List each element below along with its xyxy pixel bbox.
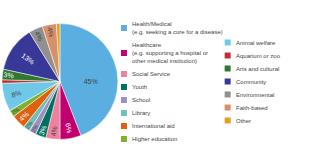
svg-text:Community: Community <box>236 79 266 85</box>
svg-text:2%: 2% <box>10 106 20 115</box>
svg-text:Animal welfare: Animal welfare <box>236 40 276 46</box>
svg-text:6%: 6% <box>64 123 73 134</box>
svg-text:Faith-based: Faith-based <box>236 105 268 111</box>
svg-text:45%: 45% <box>84 78 98 85</box>
svg-text:3%: 3% <box>3 71 14 79</box>
svg-text:Arts and cultural: Arts and cultural <box>236 66 279 72</box>
svg-text:13%: 13% <box>20 52 35 66</box>
svg-text:Health/Medical(e.g. seeking a: Health/Medical(e.g. seeking a cure for a… <box>132 21 223 35</box>
svg-text:Other: Other <box>236 118 251 124</box>
svg-text:4%: 4% <box>34 30 45 42</box>
svg-text:Aquarium or zoo: Aquarium or zoo <box>236 53 281 59</box>
svg-text:Library: Library <box>132 110 150 116</box>
svg-text:Higher education: Higher education <box>132 136 177 142</box>
svg-text:School: School <box>132 97 150 103</box>
svg-text:2%: 2% <box>30 124 39 134</box>
svg-text:Social Service: Social Service <box>132 71 171 77</box>
svg-text:4%: 4% <box>50 126 58 137</box>
svg-text:International aid: International aid <box>132 123 175 129</box>
svg-text:8%: 8% <box>11 89 23 99</box>
svg-text:Environmental: Environmental <box>236 92 274 98</box>
svg-text:4%: 4% <box>46 27 55 38</box>
svg-text:4%: 4% <box>18 110 30 122</box>
svg-text:2%: 2% <box>24 120 34 130</box>
svg-text:Healthcare(e.g. supporting a h: Healthcare(e.g. supporting a hospital or… <box>132 42 208 64</box>
svg-text:Youth: Youth <box>132 84 147 90</box>
svg-text:3%: 3% <box>38 124 48 136</box>
